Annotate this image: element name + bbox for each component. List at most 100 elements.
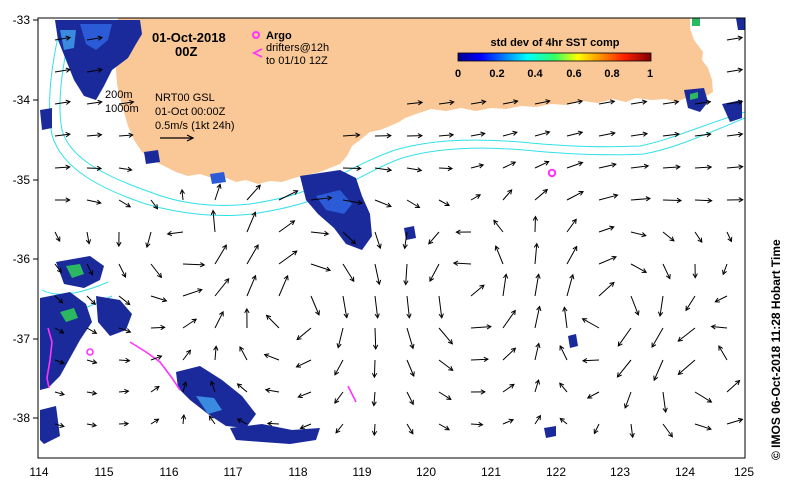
current-vector-head xyxy=(371,372,378,379)
lat-tick-label: -38 xyxy=(13,411,31,425)
current-vector-head xyxy=(197,288,203,294)
lon-tick-label: 121 xyxy=(481,465,501,479)
time-label: 00Z xyxy=(175,44,197,59)
current-vector xyxy=(630,263,647,273)
current-vector xyxy=(534,189,548,201)
current-vector-head xyxy=(97,67,104,73)
current-vector xyxy=(406,199,420,208)
current-vector xyxy=(534,131,550,137)
current-vector-head xyxy=(91,359,98,365)
current-vector xyxy=(374,263,380,285)
current-vector xyxy=(239,346,248,361)
current-vector xyxy=(534,343,540,361)
current-vector xyxy=(86,231,90,244)
current-vector-head xyxy=(737,417,744,423)
current-vector-head xyxy=(455,229,461,235)
lon-tick-label: 120 xyxy=(416,465,436,479)
current-vector-head xyxy=(343,313,349,319)
current-vector-head xyxy=(210,209,216,215)
current-vector xyxy=(678,359,696,375)
current-vector xyxy=(374,167,392,171)
current-vector-head xyxy=(447,165,454,172)
current-vector xyxy=(310,263,331,271)
current-vector xyxy=(182,263,205,266)
current-vector-head xyxy=(486,324,492,330)
current-vector-head xyxy=(578,190,584,196)
current-vector-head xyxy=(416,167,423,173)
drifter-legend-line2: to 01/10 12Z xyxy=(266,55,328,67)
current-vector xyxy=(150,326,165,329)
current-vector xyxy=(406,167,422,171)
current-vector xyxy=(598,256,617,265)
current-vector xyxy=(662,133,679,137)
current-vector-head xyxy=(508,418,515,424)
current-vector xyxy=(438,359,454,371)
current-vector-head xyxy=(447,339,453,345)
current-vector-field xyxy=(54,35,744,439)
current-vector xyxy=(630,101,647,105)
current-vector-head xyxy=(157,272,163,279)
current-vector xyxy=(342,199,363,204)
current-vector-head xyxy=(577,130,584,136)
current-vector xyxy=(406,327,414,349)
current-vector xyxy=(502,347,516,361)
current-vector-head xyxy=(653,375,659,382)
current-vector xyxy=(150,386,160,393)
current-vector-head xyxy=(513,99,519,105)
current-vector-head xyxy=(727,236,733,243)
current-vector-head xyxy=(350,239,357,245)
current-vector xyxy=(559,345,568,361)
current-vector xyxy=(404,231,408,249)
current-vector-head xyxy=(236,383,243,389)
current-vector-head xyxy=(65,35,72,41)
current-vector xyxy=(342,263,355,282)
current-vector-head xyxy=(299,424,306,430)
current-vector xyxy=(694,391,712,403)
isobath-200-label: 200m xyxy=(105,89,133,101)
current-vector xyxy=(694,423,712,430)
current-vector-head xyxy=(334,398,340,404)
argo-legend-icon xyxy=(252,31,260,39)
current-vector-head xyxy=(452,260,459,266)
lon-tick-label: 115 xyxy=(94,465,113,479)
current-vector xyxy=(405,263,408,285)
current-vector-head xyxy=(297,393,303,399)
current-vector xyxy=(502,161,516,169)
current-vector-head xyxy=(623,403,629,409)
current-vector xyxy=(470,358,488,361)
imos-credit-label: © IMOS 06-Oct-2018 11:28 Hobart Time xyxy=(769,239,783,460)
current-vector-head xyxy=(244,307,250,314)
current-vector-head xyxy=(186,349,192,355)
current-vector-head xyxy=(409,371,415,377)
current-vector xyxy=(373,391,376,406)
current-vector xyxy=(373,359,376,378)
sst-stddev-patches xyxy=(40,18,745,444)
current-vector-head xyxy=(645,196,652,202)
current-vector xyxy=(54,231,61,242)
current-vector-head xyxy=(494,245,500,251)
current-vector-head xyxy=(199,262,206,268)
current-vector-head xyxy=(179,188,185,195)
current-vector xyxy=(566,131,583,137)
current-vector-head xyxy=(643,163,650,169)
colorbar-tick-label: 1 xyxy=(647,68,653,80)
current-vector xyxy=(715,295,728,303)
current-vector-head xyxy=(611,255,617,261)
current-vector xyxy=(342,295,348,318)
current-vector-head xyxy=(236,418,243,424)
current-vector-head xyxy=(483,356,489,363)
current-vector-head xyxy=(125,300,131,306)
current-vector xyxy=(118,359,130,362)
current-vector xyxy=(214,244,227,265)
current-vector-head xyxy=(581,357,588,364)
current-vector xyxy=(630,423,634,438)
current-vector xyxy=(150,418,159,425)
current-vector xyxy=(146,231,152,248)
current-vector-head xyxy=(706,425,712,431)
lon-tick-label: 124 xyxy=(675,465,695,479)
current-vector-head xyxy=(58,298,64,304)
current-vector xyxy=(54,37,71,41)
current-vector xyxy=(118,167,132,171)
current-vector-head xyxy=(96,199,102,205)
current-vector-head xyxy=(544,130,551,136)
